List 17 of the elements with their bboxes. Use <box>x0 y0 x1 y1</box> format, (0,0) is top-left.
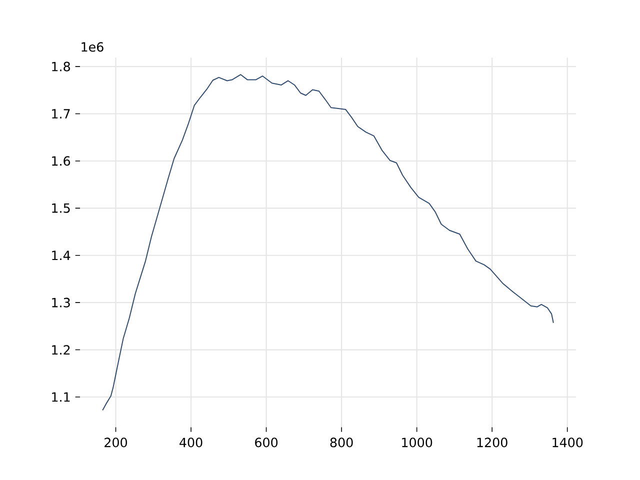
x-tick-label: 800 <box>330 438 353 448</box>
y-tick-label: 1.3 <box>52 298 70 308</box>
y-tick-label: 1.8 <box>52 62 70 72</box>
y-tick-label: 1.5 <box>52 203 70 213</box>
y-tick-label: 1.7 <box>52 109 70 118</box>
line-series <box>102 74 554 411</box>
x-tick-label: 1000 <box>402 438 432 448</box>
y-tick-label: 1.1 <box>52 392 70 402</box>
x-tick-label: 600 <box>255 438 278 448</box>
y-tick-label: 1.4 <box>52 250 70 260</box>
x-tick-label: 400 <box>180 438 202 448</box>
x-tick-label: 1200 <box>477 438 508 448</box>
x-tick-label: 1400 <box>552 438 583 448</box>
x-tick-label: 200 <box>104 438 127 448</box>
y-tick-label: 1.6 <box>52 156 70 166</box>
y-tick-label: 1.2 <box>52 345 70 354</box>
text: 1e6 <box>82 42 104 52</box>
